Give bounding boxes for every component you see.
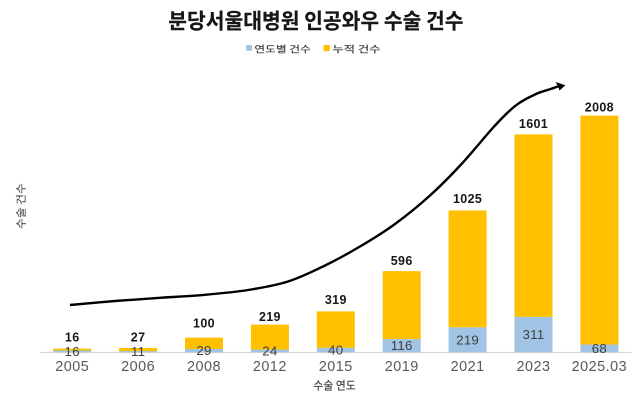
svg-text:2005: 2005 (55, 359, 89, 375)
svg-text:319: 319 (325, 293, 347, 307)
svg-text:219: 219 (259, 310, 281, 324)
svg-text:2025.03: 2025.03 (572, 359, 628, 375)
svg-text:2008: 2008 (585, 101, 614, 115)
svg-text:311: 311 (523, 327, 545, 342)
svg-text:1025: 1025 (453, 192, 482, 206)
svg-text:2015: 2015 (319, 359, 353, 375)
svg-text:219: 219 (456, 332, 479, 347)
svg-text:596: 596 (391, 254, 413, 268)
svg-text:16: 16 (65, 344, 80, 359)
svg-text:2008: 2008 (187, 359, 221, 375)
svg-text:1601: 1601 (519, 117, 548, 131)
svg-text:2006: 2006 (121, 359, 155, 375)
svg-text:40: 40 (328, 343, 343, 358)
svg-text:2021: 2021 (451, 359, 485, 375)
svg-text:24: 24 (262, 344, 277, 359)
svg-text:2023: 2023 (516, 359, 550, 375)
svg-text:11: 11 (131, 344, 145, 359)
svg-text:27: 27 (131, 330, 146, 344)
svg-text:68: 68 (592, 341, 607, 356)
svg-text:100: 100 (193, 317, 215, 331)
svg-text:16: 16 (65, 330, 80, 344)
svg-text:29: 29 (196, 343, 211, 358)
svg-text:116: 116 (391, 338, 413, 353)
svg-text:2012: 2012 (253, 359, 287, 375)
svg-text:2019: 2019 (385, 359, 419, 375)
